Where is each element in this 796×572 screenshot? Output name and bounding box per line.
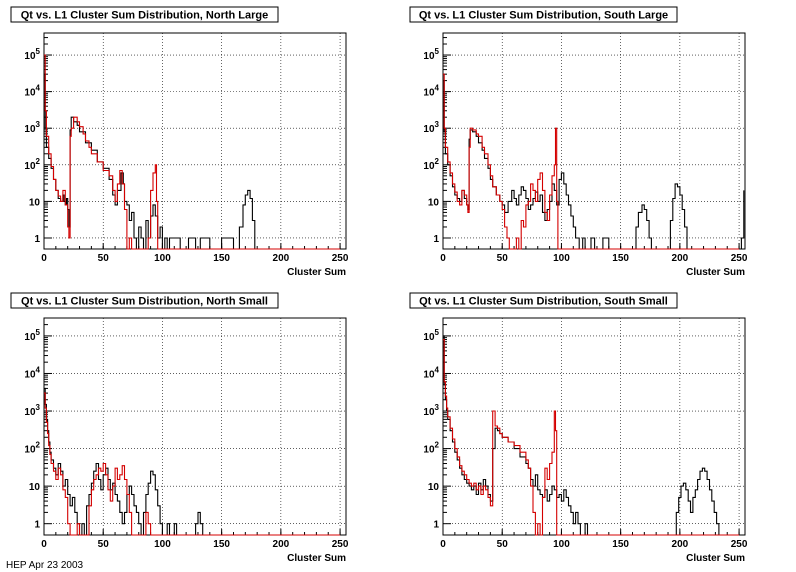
chart-title-box [409, 6, 678, 23]
plot-frame [43, 32, 347, 250]
x-tick-label: 200 [672, 539, 689, 550]
y-tick-label: 105 [24, 47, 40, 62]
y-tick-label: 104 [423, 365, 439, 380]
x-tick-label: 250 [731, 539, 748, 550]
y-tick-label: 10 [29, 482, 41, 493]
x-tick-label: 200 [273, 253, 290, 264]
chart-title-box [10, 6, 279, 23]
x-tick-label: 0 [440, 539, 446, 550]
x-tick-label: 0 [41, 253, 47, 264]
x-tick-label: 150 [612, 253, 629, 264]
y-tick-label: 103 [423, 403, 439, 418]
footer-text: HEP Apr 23 2003 [6, 560, 84, 571]
x-tick-label: 200 [273, 539, 290, 550]
plot-frame [43, 317, 347, 536]
x-tick-label: 150 [213, 539, 230, 550]
y-tick-label: 104 [24, 84, 40, 99]
x-tick-label: 100 [154, 253, 171, 264]
x-tick-label: 250 [731, 253, 748, 264]
x-tick-label: 100 [154, 539, 171, 550]
x-tick-label: 100 [553, 253, 570, 264]
y-tick-label: 105 [24, 328, 40, 343]
y-tick-label: 1 [433, 520, 439, 531]
x-tick-label: 150 [213, 253, 230, 264]
x-tick-label: 50 [98, 253, 110, 264]
y-tick-label: 1 [433, 234, 439, 245]
y-tick-label: 104 [423, 84, 439, 99]
x-axis-label: Cluster Sum [686, 267, 745, 278]
series-line-2 [443, 339, 740, 536]
x-tick-label: 250 [332, 253, 349, 264]
y-tick-label: 1 [34, 234, 40, 245]
chart-title: Qt vs. L1 Cluster Sum Distribution, Sout… [419, 10, 668, 22]
chart-panel-4: Qt vs. L1 Cluster Sum Distribution, Sout… [409, 292, 748, 564]
y-tick-label: 102 [423, 441, 439, 456]
y-tick-label: 103 [24, 120, 40, 135]
chart-title: Qt vs. L1 Cluster Sum Distribution, Sout… [419, 296, 668, 308]
x-tick-label: 50 [497, 539, 509, 550]
chart-title: Qt vs. L1 Cluster Sum Distribution, Nort… [21, 296, 268, 308]
x-tick-label: 0 [41, 539, 47, 550]
chart-title: Qt vs. L1 Cluster Sum Distribution, Nort… [21, 10, 269, 22]
x-axis-label: Cluster Sum [287, 267, 346, 278]
chart-title-box [409, 292, 678, 309]
y-tick-label: 102 [24, 157, 40, 172]
y-tick-label: 102 [24, 441, 40, 456]
chart-panel-2: Qt vs. L1 Cluster Sum Distribution, Sout… [409, 6, 748, 278]
chart-panel-3: Qt vs. L1 Cluster Sum Distribution, Nort… [10, 292, 349, 564]
y-tick-label: 102 [423, 157, 439, 172]
plot-frame [442, 317, 746, 536]
y-tick-label: 1 [34, 520, 40, 531]
y-tick-label: 103 [24, 403, 40, 418]
chart-title-box [10, 292, 279, 309]
x-axis-label: Cluster Sum [287, 553, 346, 564]
x-tick-label: 200 [672, 253, 689, 264]
x-tick-label: 50 [98, 539, 110, 550]
y-tick-label: 10 [428, 197, 440, 208]
series-line-2 [44, 54, 341, 250]
x-axis-label: Cluster Sum [686, 553, 745, 564]
y-tick-label: 10 [29, 197, 41, 208]
y-tick-label: 103 [423, 120, 439, 135]
y-tick-label: 105 [423, 328, 439, 343]
chart-panel-1: Qt vs. L1 Cluster Sum Distribution, Nort… [10, 6, 349, 278]
x-tick-label: 0 [440, 253, 446, 264]
y-tick-label: 105 [423, 47, 439, 62]
x-tick-label: 50 [497, 253, 509, 264]
x-tick-label: 100 [553, 539, 570, 550]
y-tick-label: 10 [428, 482, 440, 493]
series-line-2 [443, 73, 740, 250]
y-tick-label: 104 [24, 365, 40, 380]
x-tick-label: 250 [332, 539, 349, 550]
plot-frame [442, 32, 746, 250]
x-tick-label: 150 [612, 539, 629, 550]
series-line-2 [44, 392, 341, 536]
